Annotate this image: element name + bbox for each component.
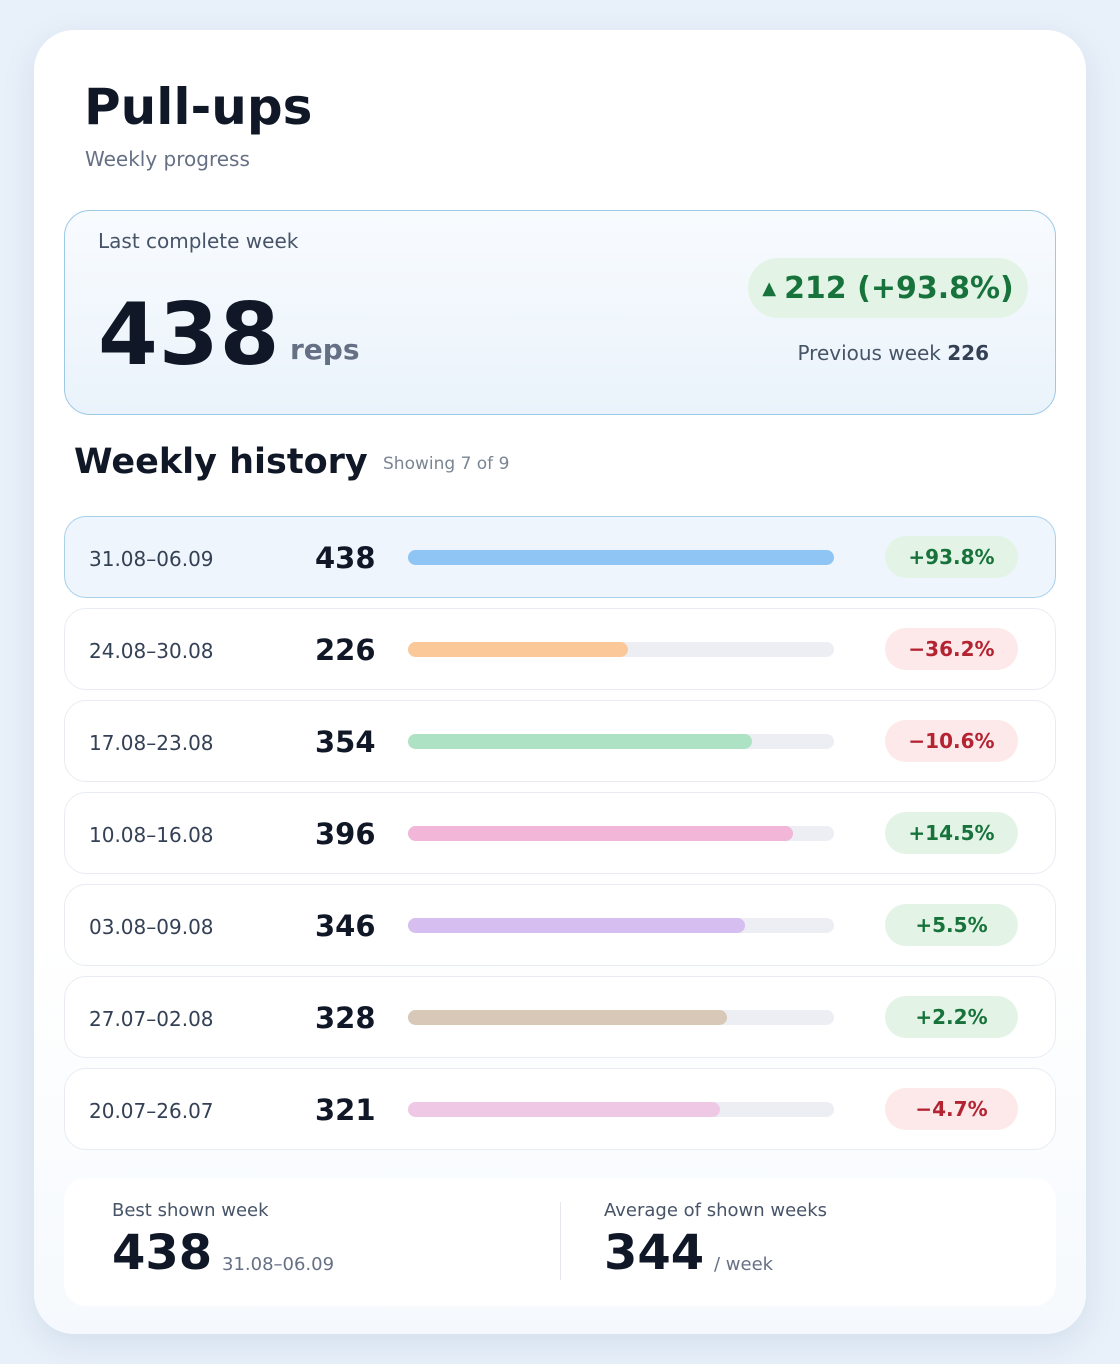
- history-row[interactable]: 03.08–09.08 346 +5.5%: [64, 884, 1056, 966]
- progress-fill: [408, 550, 834, 565]
- progress-track: [408, 734, 834, 749]
- page-title: Pull-ups: [84, 78, 313, 136]
- history-row[interactable]: 27.07–02.08 328 +2.2%: [64, 976, 1056, 1058]
- week-reps: 346: [315, 909, 376, 943]
- progress-fill: [408, 642, 628, 657]
- progress-fill: [408, 918, 745, 933]
- week-reps: 321: [315, 1093, 376, 1127]
- change-badge: +14.5%: [885, 812, 1018, 854]
- history-row[interactable]: 24.08–30.08 226 −36.2%: [64, 608, 1056, 690]
- triangle-up-icon: ▲: [762, 277, 777, 299]
- progress-fill: [408, 734, 752, 749]
- week-reps: 354: [315, 725, 376, 759]
- progress-fill: [408, 826, 793, 841]
- week-reps: 396: [315, 817, 376, 851]
- summary-label: Last complete week: [98, 229, 299, 253]
- previous-week-value: 226: [947, 341, 989, 365]
- change-badge: +93.8%: [885, 536, 1018, 578]
- week-date: 03.08–09.08: [89, 915, 214, 939]
- change-badge: −4.7%: [885, 1088, 1018, 1130]
- progress-track: [408, 826, 834, 841]
- change-badge: +2.2%: [885, 996, 1018, 1038]
- history-row[interactable]: 20.07–26.07 321 −4.7%: [64, 1068, 1056, 1150]
- week-reps: 226: [315, 633, 376, 667]
- summary-value: 438: [98, 285, 281, 385]
- week-date: 17.08–23.08: [89, 731, 214, 755]
- best-week-label: Best shown week: [112, 1200, 269, 1221]
- progress-track: [408, 550, 834, 565]
- delta-text: 212 (+93.8%): [784, 270, 1014, 306]
- history-row[interactable]: 31.08–06.09 438 +93.8%: [64, 516, 1056, 598]
- average-unit: / week: [714, 1254, 774, 1275]
- change-badge: +5.5%: [885, 904, 1018, 946]
- delta-badge: ▲ 212 (+93.8%): [748, 258, 1028, 318]
- best-week-value: 438: [112, 1225, 213, 1281]
- progress-track: [408, 1102, 834, 1117]
- week-reps: 328: [315, 1001, 376, 1035]
- previous-week-label: Previous week: [797, 341, 941, 365]
- page-subtitle: Weekly progress: [85, 147, 250, 171]
- progress-track: [408, 918, 834, 933]
- average-label: Average of shown weeks: [604, 1200, 828, 1221]
- history-count: Showing 7 of 9: [383, 454, 510, 474]
- progress-card: Pull-ups Weekly progress Last complete w…: [34, 30, 1086, 1334]
- week-reps: 438: [315, 541, 376, 575]
- week-date: 27.07–02.08: [89, 1007, 214, 1031]
- change-badge: −36.2%: [885, 628, 1018, 670]
- best-week-date: 31.08–06.09: [222, 1254, 335, 1275]
- average-value: 344: [604, 1225, 705, 1281]
- week-date: 31.08–06.09: [89, 547, 214, 571]
- progress-fill: [408, 1102, 720, 1117]
- week-date: 24.08–30.08: [89, 639, 214, 663]
- previous-week: Previous week 226: [797, 341, 989, 365]
- history-title: Weekly history: [74, 442, 368, 482]
- progress-track: [408, 1010, 834, 1025]
- progress-track: [408, 642, 834, 657]
- footer-divider: [560, 1202, 561, 1280]
- summary-unit: reps: [290, 333, 360, 366]
- week-date: 20.07–26.07: [89, 1099, 214, 1123]
- stats-footer: Best shown week 438 31.08–06.09 Average …: [64, 1178, 1056, 1306]
- progress-fill: [408, 1010, 727, 1025]
- change-badge: −10.6%: [885, 720, 1018, 762]
- week-date: 10.08–16.08: [89, 823, 214, 847]
- last-week-summary: Last complete week 438 reps ▲ 212 (+93.8…: [64, 210, 1056, 415]
- history-row[interactable]: 17.08–23.08 354 −10.6%: [64, 700, 1056, 782]
- history-row[interactable]: 10.08–16.08 396 +14.5%: [64, 792, 1056, 874]
